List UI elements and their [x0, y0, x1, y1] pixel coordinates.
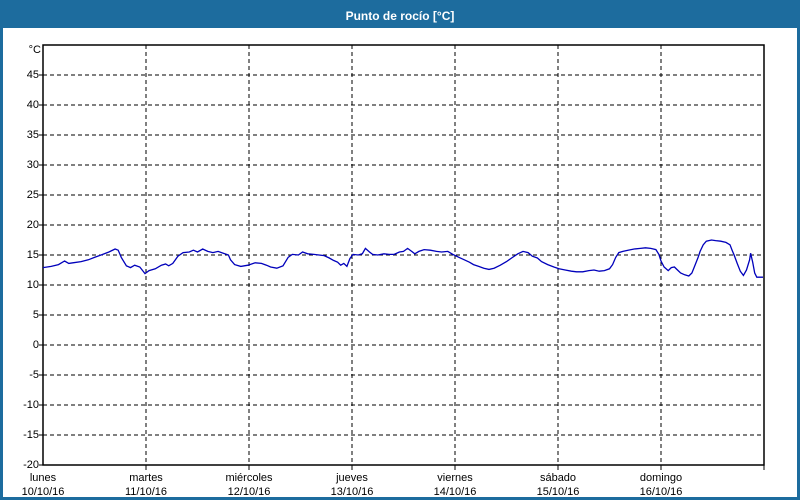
x-axis-date-label: 15/10/16: [536, 486, 580, 498]
x-axis-date-label: 10/10/16: [21, 486, 65, 498]
x-axis-day-label: domingo: [639, 472, 683, 484]
chart-plot-svg: [39, 44, 765, 470]
y-axis-tick-label: 15: [26, 249, 39, 261]
y-axis-tick-label: 25: [26, 189, 39, 201]
y-axis-tick-label: 40: [26, 99, 39, 111]
x-axis-day-label: martes: [129, 472, 163, 484]
x-axis-day-label: jueves: [336, 472, 368, 484]
y-axis-unit-label: °C: [28, 44, 41, 56]
y-axis-tick-label: 0: [32, 339, 39, 351]
x-axis-day-label: sábado: [539, 472, 577, 484]
y-axis-tick-label: 5: [32, 309, 39, 321]
y-axis-tick-label: -5: [29, 369, 39, 381]
dewpoint-series-line: [42, 239, 763, 278]
x-axis-date-label: 11/10/16: [124, 486, 167, 498]
x-axis-day-label: viernes: [437, 472, 473, 484]
title-bar: Punto de rocío [°C]: [3, 3, 797, 28]
y-axis-tick-label: 45: [26, 69, 39, 81]
plot-frame: [42, 44, 765, 466]
x-axis-date-label: 12/10/16: [227, 486, 271, 498]
y-axis-tick-label: -10: [23, 399, 39, 411]
y-axis-tick-label: 20: [26, 219, 39, 231]
x-axis-date-label: 13/10/16: [330, 486, 374, 498]
x-axis-date-label: 14/10/16: [433, 486, 477, 498]
x-axis-day-label: miércoles: [225, 472, 273, 484]
x-axis-date-label: 16/10/16: [639, 486, 683, 498]
y-axis-tick-label: -15: [23, 429, 39, 441]
y-axis-tick-label: 10: [26, 279, 39, 291]
y-axis-tick-label: 30: [26, 159, 39, 171]
chart-title: Punto de rocío [°C]: [345, 8, 455, 23]
y-axis-tick-label: 35: [26, 129, 39, 141]
y-axis-tick-label: -20: [23, 459, 39, 471]
x-axis-day-label: lunes: [29, 472, 57, 484]
